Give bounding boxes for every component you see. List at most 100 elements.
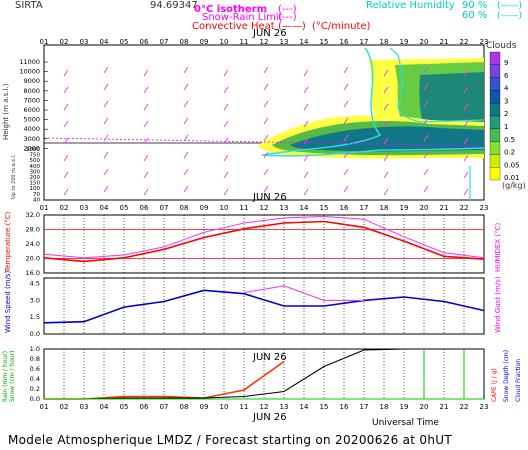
wind-arrow-glyph <box>103 185 109 193</box>
wind-arrow-glyph <box>303 120 309 128</box>
hour-tick-label: 06 <box>140 38 149 46</box>
hour-tick-label: 12 <box>260 204 269 212</box>
wind-arrow-glyph <box>463 69 469 77</box>
hour-tick-label: 10 <box>220 403 229 411</box>
colorbar-swatch <box>489 103 501 117</box>
wind-arrow-glyph <box>143 86 149 94</box>
hour-tick-label: 01 <box>40 403 49 411</box>
wind-arrow-glyph <box>263 134 269 142</box>
colorbar-level-label: 2 <box>504 110 508 118</box>
cloud-y-label-low: Up to 200 m a.s.l. <box>11 154 17 199</box>
station-name: SIRTA <box>15 0 43 11</box>
hour-tick-label: 22 <box>460 403 469 411</box>
series-line-temperature <box>43 220 485 263</box>
cloud-y-tick: 400 <box>30 164 41 170</box>
wind-arrow-glyph <box>263 151 269 159</box>
cloud-y-tick: 9000 <box>23 77 40 85</box>
cloud-fraction-y-label: Cloud Fraction <box>515 359 522 402</box>
colorbar-swatch <box>489 64 501 78</box>
wind-arrow-glyph <box>103 66 109 74</box>
wind-arrow-glyph <box>343 134 349 142</box>
top-hour-axis: 01 02 03 04 05 06 07 08 09 10 11 12 13 14 15 16 17 18 19 20… <box>40 38 489 46</box>
wind-arrow-glyph <box>303 86 309 94</box>
hour-tick-label: 13 <box>280 204 289 212</box>
snow-y-label: Snow (cm / hour) <box>9 350 16 402</box>
colorbar-level-label: 0.5 <box>504 136 515 144</box>
y-tick-label: 0.8 <box>30 355 40 363</box>
y-tick-label: 0.4 <box>30 375 40 383</box>
hour-tick-label: 06 <box>140 204 149 212</box>
cloud-y-tick: 500 <box>30 158 41 164</box>
hour-tick-label: 23 <box>480 403 489 411</box>
wind-arrow-glyph <box>63 86 69 94</box>
wind-arrow-glyph <box>383 103 389 111</box>
legend-rh-90: 90 % <box>462 0 487 11</box>
hour-tick-label: 20 <box>420 38 429 46</box>
wind-arrow-glyph <box>423 100 429 108</box>
hour-tick-label: 18 <box>380 204 389 212</box>
svg-text:(---): (---) <box>278 12 297 23</box>
hour-tick-label: 14 <box>300 204 309 212</box>
hour-tick-label: 07 <box>160 403 169 411</box>
wind-arrow-glyph <box>463 154 469 162</box>
colorbar-swatch <box>489 115 501 129</box>
cloud-y-tick: 2000 <box>23 144 40 152</box>
cloud-colorbar: 9 6 4 3 2 1 0.5 0.2 0.05 0.01 <box>489 51 520 182</box>
hour-tick-label: 11 <box>240 38 249 46</box>
wind-arrow-field <box>63 66 469 196</box>
colorbar-level-label: 0.01 <box>504 174 520 182</box>
y-tick-label: 24.0 <box>26 240 40 248</box>
cloud-y-tick: 40 <box>33 197 40 203</box>
hour-tick-label: 13 <box>280 38 289 46</box>
legend-isotherm-label: 0°C isotherm <box>194 4 267 15</box>
colorbar-level-label: 0.05 <box>504 161 520 169</box>
wind-arrow-glyph <box>303 103 309 111</box>
wind-arrow-glyph <box>63 171 69 179</box>
hour-tick-label: 08 <box>180 403 189 411</box>
hour-tick-label: 11 <box>240 204 249 212</box>
hour-tick-label: 21 <box>440 403 449 411</box>
hour-tick-label: 19 <box>400 38 409 46</box>
colorbar-swatch <box>489 90 501 104</box>
y-tick-label: 32.0 <box>26 211 40 219</box>
wind-arrow-glyph <box>143 171 149 179</box>
cloud-y-tick: 8000 <box>23 87 40 95</box>
temperature-panel: JUN 26 32.0 28.0 24.0 20.0 16.0 Temperature … <box>4 192 502 277</box>
wind-arrow-glyph <box>383 137 389 145</box>
hour-tick-label: 04 <box>100 403 109 411</box>
wind-arrow-glyph <box>383 171 389 179</box>
cloud-y-tick: 6000 <box>23 106 40 114</box>
wind-arrow-glyph <box>463 188 469 196</box>
hour-tick-label: 12 <box>260 403 269 411</box>
wind-series <box>43 285 485 324</box>
wind-arrow-glyph <box>183 100 189 108</box>
hour-tick-label: 01 <box>40 204 49 212</box>
wind-arrow-glyph <box>343 66 349 74</box>
wind-arrow-glyph <box>343 151 349 159</box>
date-label-precip: JUN 26 <box>252 352 287 363</box>
colorbar-swatch <box>489 141 501 155</box>
wind-arrow-glyph <box>223 103 229 111</box>
cloud-y-tick: 7000 <box>23 96 40 104</box>
precipitation-y-ticks: 1.0 0.8 0.6 0.4 0.2 0.0 <box>30 345 40 403</box>
wind-arrow-glyph <box>223 188 229 196</box>
cloud-legend-unit: (g/kg) <box>502 181 526 190</box>
hour-tick-label: 05 <box>120 204 129 212</box>
mid-hour-axis: 01 02 03 04 05 06 07 08 09 10 11 12 13 14 15 16 17 18 19 20… <box>40 204 489 212</box>
wind-arrow-glyph <box>303 137 309 145</box>
wind-arrow-glyph <box>423 185 429 193</box>
hour-tick-label: 04 <box>100 38 109 46</box>
wind-arrow-glyph <box>223 69 229 77</box>
snow-depth-y-label: Snow Depth (cm) <box>503 350 510 402</box>
cloud-y-label: Height (m a.s.l.) <box>2 83 10 140</box>
cloud-y-tick: 10000 <box>19 68 40 76</box>
wind-arrow-glyph <box>383 69 389 77</box>
svg-text:(---): (---) <box>278 4 297 15</box>
hour-tick-label: 21 <box>440 38 449 46</box>
cloud-y-tick: 11000 <box>19 58 40 66</box>
wind-arrow-glyph <box>143 103 149 111</box>
y-tick-label: 16.0 <box>26 269 40 277</box>
hour-tick-label: 03 <box>80 204 89 212</box>
hour-tick-label: 07 <box>160 38 169 46</box>
